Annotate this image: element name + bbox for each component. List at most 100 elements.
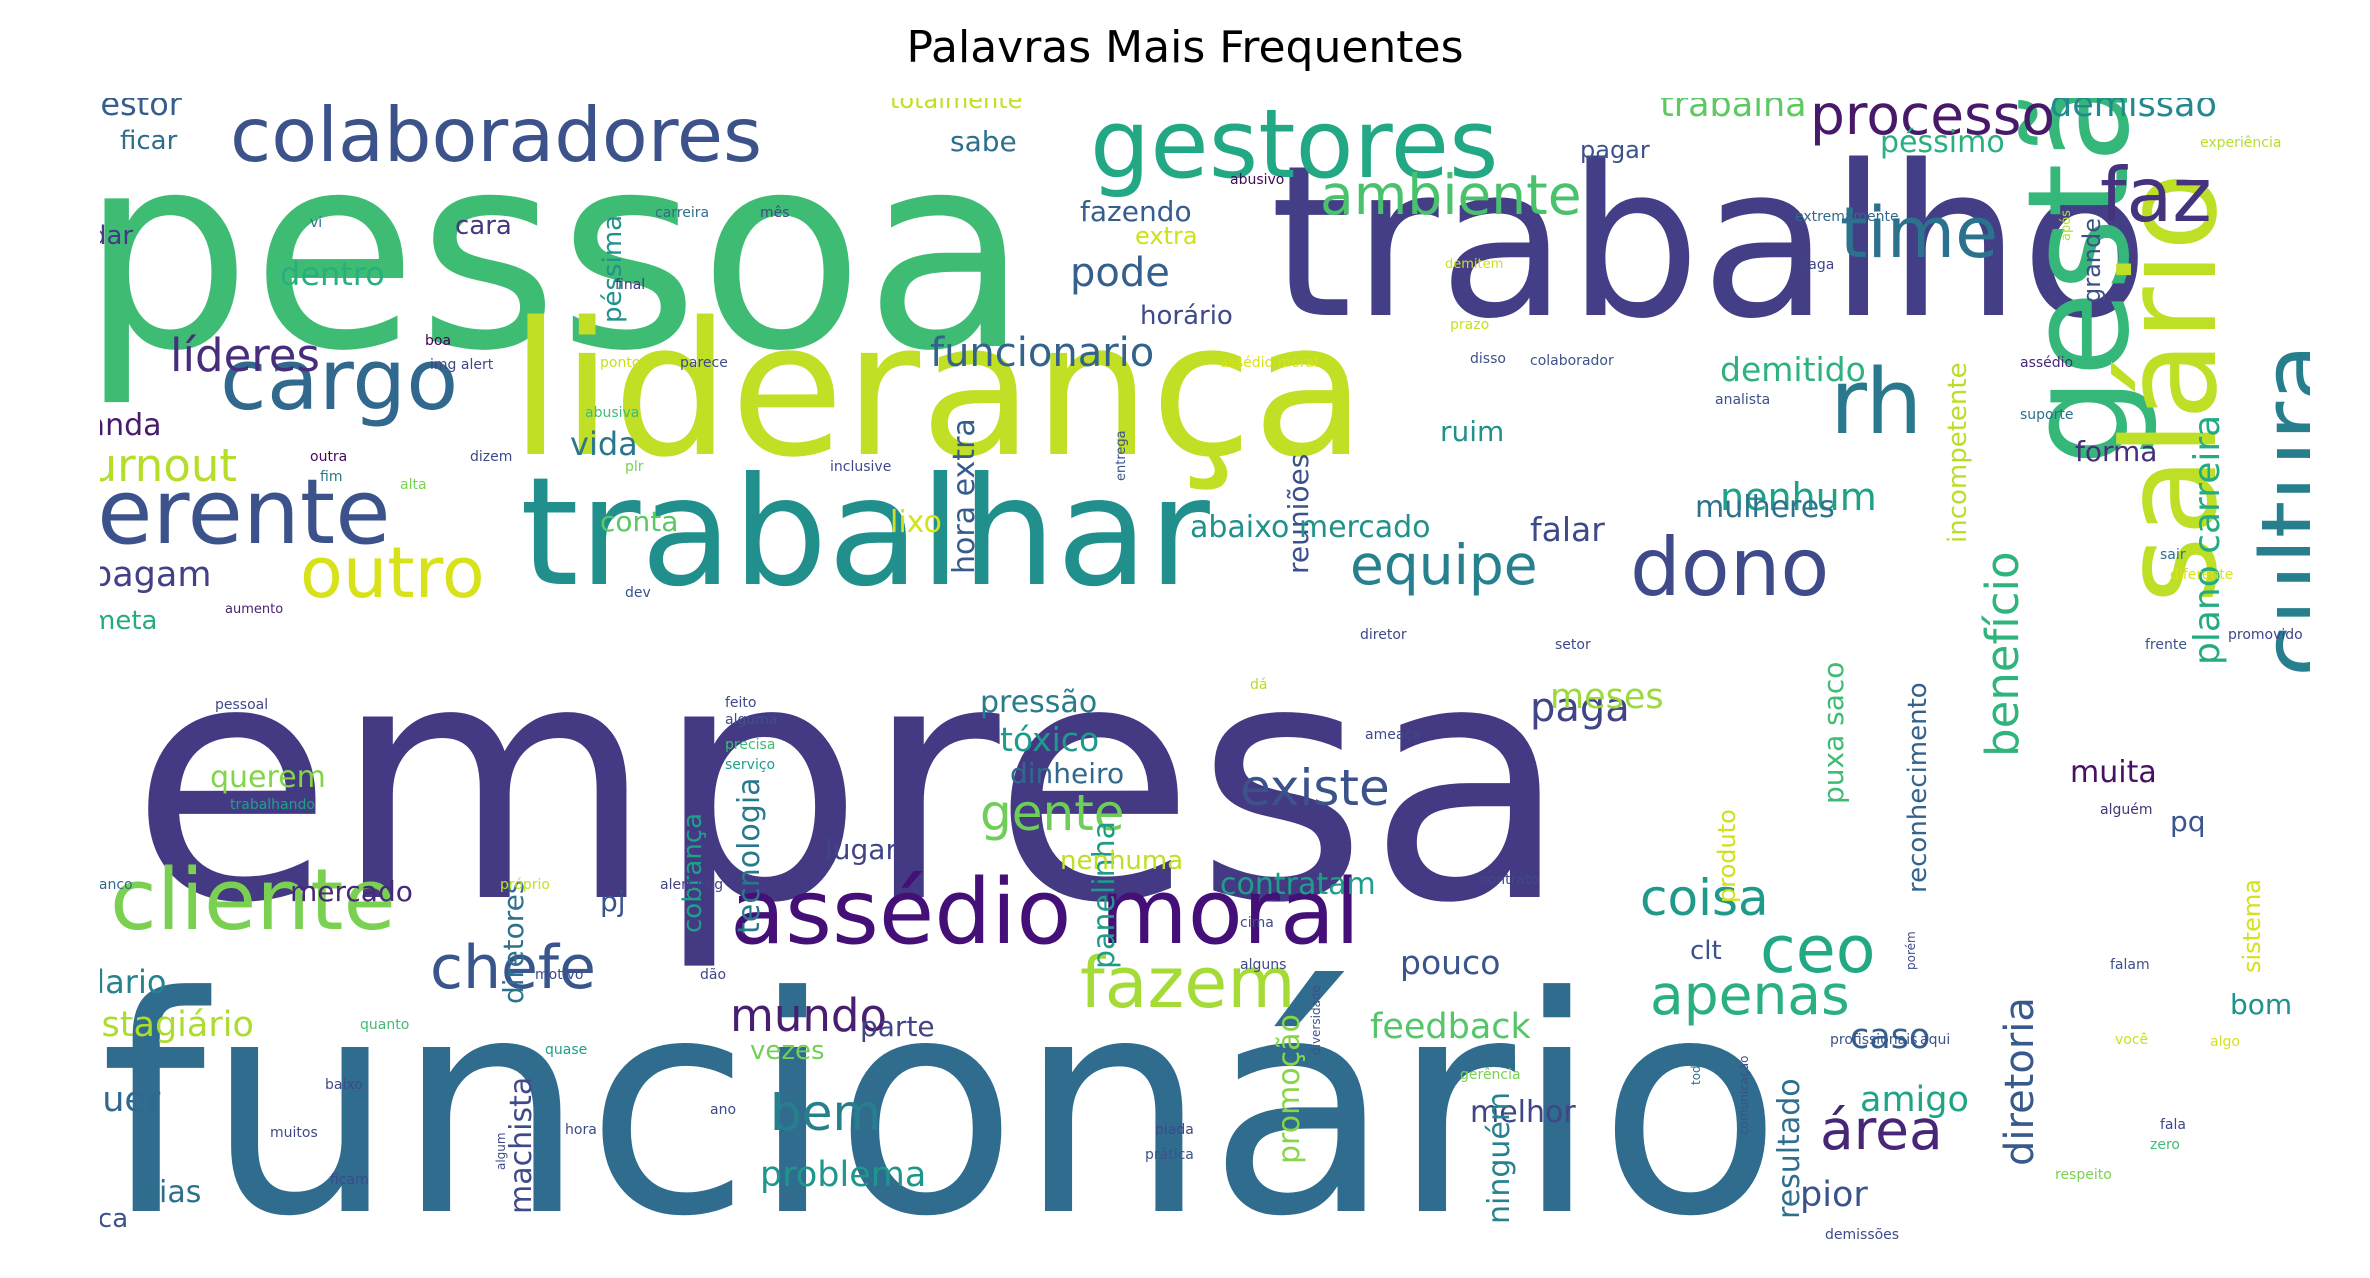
word-sabe: sabe: [950, 125, 1017, 158]
word-fazem: fazem: [1080, 942, 1296, 1024]
word-promoção: promoção: [1272, 1014, 1307, 1164]
word-querem: querem: [210, 760, 326, 795]
word-alta: alta: [400, 477, 427, 493]
word-produto: produto: [1713, 809, 1741, 903]
word-outro: outro: [300, 532, 485, 614]
word-alguns: alguns: [1240, 957, 1287, 973]
word-precisa: precisa: [725, 737, 776, 753]
word-vida: vida: [570, 425, 638, 463]
chart-title: Palavras Mais Frequentes: [906, 22, 1464, 73]
word-promovido: promovido: [2228, 627, 2303, 643]
word-funcionario: funcionario: [930, 330, 1155, 376]
word-quanto: quanto: [360, 1017, 410, 1033]
word-trabalhando: trabalhando: [230, 797, 315, 813]
word-diferente: diferente: [2170, 567, 2234, 583]
word-mulheres: mulheres: [1695, 490, 1835, 525]
word-paga: paga: [1530, 685, 1630, 731]
word-zero: zero: [2150, 1137, 2180, 1153]
word-diversidade: diversidade: [1309, 985, 1323, 1056]
word-contrato: contrato: [1480, 872, 1540, 888]
word-fim: fim: [320, 469, 343, 485]
word-alert-img: alert img: [660, 877, 724, 893]
word-extra: extra: [1135, 222, 1198, 250]
word-dentro: dentro: [280, 255, 385, 293]
word-dão: dão: [700, 967, 727, 983]
word-cobrança: cobrança: [678, 813, 708, 934]
word-gestor: gestor: [100, 98, 182, 123]
word-prazo: prazo: [1450, 317, 1490, 333]
word-meta: meta: [100, 606, 158, 636]
word-pode: pode: [1070, 250, 1170, 296]
word-burnout: burnout: [100, 439, 238, 492]
word-gente: gente: [980, 784, 1125, 842]
word-próprio: próprio: [500, 877, 550, 893]
word-pessoa: pessoa: [100, 98, 1030, 410]
word-pouco: pouco: [1400, 943, 1501, 982]
word-ficam: ficam: [330, 1172, 369, 1188]
word-ficar: ficar: [120, 126, 178, 156]
word-pessoal: pessoal: [215, 697, 269, 713]
word-puxa-saco: puxa saco: [1817, 661, 1850, 804]
word-img-alert: img alert: [430, 357, 494, 373]
word-faz: faz: [2100, 151, 2212, 239]
word-hora: hora: [565, 1122, 597, 1138]
word-trabalha: trabalha: [1660, 98, 1807, 125]
word-assédio-moral: assédio moral: [1220, 355, 1318, 371]
word-frente: frente: [2145, 637, 2187, 653]
word-aqui: aqui: [1920, 1032, 1951, 1048]
word-vezes: vezes: [750, 1036, 825, 1066]
word-plano-carreira: plano carreira: [2187, 414, 2228, 666]
word-analista: analista: [1715, 392, 1771, 408]
word-caso: caso: [1850, 1017, 1931, 1057]
word-tecnologia: tecnologia: [732, 777, 767, 934]
word-vaga: vaga: [1800, 257, 1835, 273]
word-ameaça: ameaça: [1365, 727, 1421, 743]
word-parte: parte: [860, 1010, 935, 1043]
word-existe: existe: [1240, 759, 1390, 817]
word-dar: dar: [100, 221, 134, 251]
word-mês: mês: [760, 205, 790, 221]
word-panelinha: panelinha: [1087, 821, 1122, 969]
word-diretores: diretores: [497, 879, 530, 1004]
word-fala: fala: [2160, 1117, 2186, 1133]
word-nenhum: nenhum: [1720, 475, 1877, 519]
word-reconhecimento: reconhecimento: [1903, 682, 1933, 894]
word-cargo: cargo: [220, 331, 459, 430]
word-feedback: feedback: [1370, 1007, 1531, 1047]
word-inclusive: inclusive: [830, 459, 892, 475]
word-coisa: coisa: [1640, 869, 1769, 927]
word-sistema: sistema: [2238, 878, 2266, 973]
word-amigo: amigo: [1860, 1080, 1969, 1120]
word-algum: algum: [494, 1132, 508, 1171]
word-lugar: lugar: [825, 833, 897, 866]
word-gerência: gerência: [1460, 1067, 1521, 1083]
word-demitido: demitido: [1720, 350, 1866, 389]
word-final: final: [615, 277, 646, 293]
word-totalmente: totalmente: [890, 98, 1023, 114]
word-porém: porém: [1904, 931, 1918, 971]
word-quer: quer: [100, 1080, 161, 1120]
word-extremamente: extremamente: [1795, 209, 1899, 225]
word-cara: cara: [455, 211, 512, 241]
word-falam: falam: [2110, 957, 2150, 973]
word-suporte: suporte: [2020, 407, 2074, 423]
word-dinheiro: dinheiro: [1010, 757, 1125, 790]
word-demanda: demanda: [100, 408, 162, 443]
word-motivo: motivo: [535, 967, 584, 983]
word-péssimo: péssimo: [1880, 125, 2005, 160]
word-forma: forma: [2075, 435, 2158, 468]
word-estagiário: estagiário: [100, 1005, 254, 1045]
word-vi: vi: [310, 215, 323, 231]
word-setor: setor: [1555, 637, 1591, 653]
word-horário: horário: [1140, 301, 1233, 331]
word-assédio-moral: assédio moral: [730, 860, 1360, 965]
word-problema: problema: [760, 1155, 927, 1195]
word-bom: bom: [2230, 988, 2293, 1021]
word-muitos: muitos: [270, 1125, 318, 1141]
word-todas: todas: [1689, 1052, 1703, 1086]
word-salario: salario: [100, 963, 167, 1001]
word-dono: dono: [1630, 521, 1830, 614]
word-pior: pior: [1800, 1175, 1868, 1215]
word-prática: prática: [1145, 1147, 1194, 1163]
word-liderança: liderança: [510, 282, 1366, 498]
